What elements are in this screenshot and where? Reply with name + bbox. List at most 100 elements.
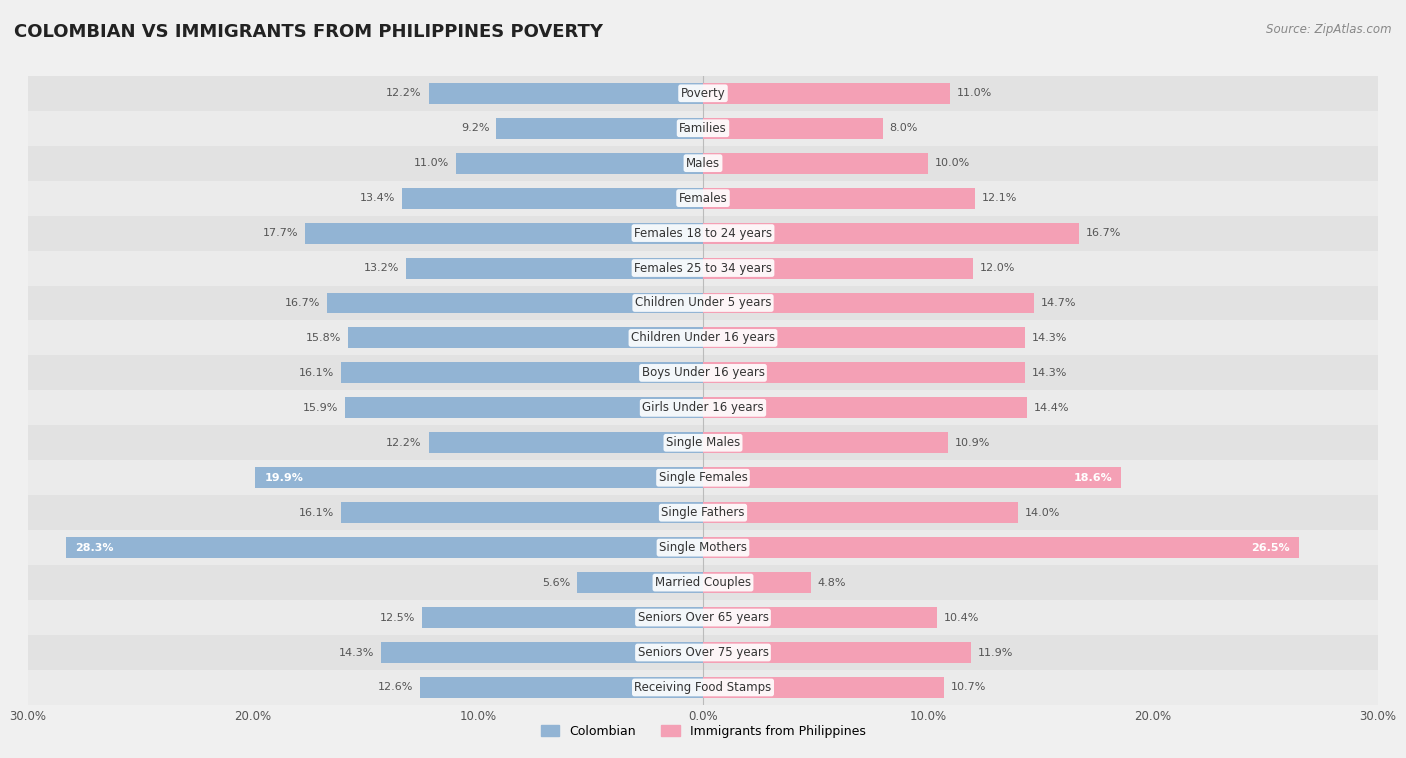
Bar [28,670,1378,705]
Text: Families: Families [679,122,727,135]
Text: 14.3%: 14.3% [339,647,374,657]
Bar [703,188,976,208]
Text: 14.7%: 14.7% [1040,298,1076,308]
Text: 14.0%: 14.0% [1025,508,1060,518]
Bar [66,537,703,558]
Text: 12.2%: 12.2% [387,438,422,448]
Bar [256,467,703,488]
Text: 28.3%: 28.3% [76,543,114,553]
Legend: Colombian, Immigrants from Philippines: Colombian, Immigrants from Philippines [536,720,870,743]
Text: 18.6%: 18.6% [1074,473,1112,483]
Text: 13.2%: 13.2% [364,263,399,273]
Bar [28,495,1378,530]
Text: Females: Females [679,192,727,205]
Text: 13.4%: 13.4% [360,193,395,203]
Text: Source: ZipAtlas.com: Source: ZipAtlas.com [1267,23,1392,36]
Bar [576,572,703,593]
Bar [381,642,703,663]
Bar [703,293,1033,314]
Bar [340,503,703,523]
Text: 12.0%: 12.0% [980,263,1015,273]
Text: 11.0%: 11.0% [957,88,993,99]
Text: Seniors Over 75 years: Seniors Over 75 years [637,646,769,659]
Text: 14.3%: 14.3% [1032,333,1067,343]
Bar [703,607,936,628]
Bar [340,362,703,384]
Text: 14.4%: 14.4% [1033,402,1069,413]
Bar [28,600,1378,635]
Bar [703,467,1122,488]
Bar [346,397,703,418]
Text: Children Under 5 years: Children Under 5 years [634,296,772,309]
Bar [496,117,703,139]
Bar [703,223,1078,243]
Bar [703,642,970,663]
Bar [703,397,1026,418]
Bar [28,146,1378,180]
Text: 15.8%: 15.8% [305,333,340,343]
Text: 12.5%: 12.5% [380,612,415,622]
Text: 19.9%: 19.9% [264,473,304,483]
Text: Females 18 to 24 years: Females 18 to 24 years [634,227,772,240]
Text: 16.1%: 16.1% [299,508,335,518]
Bar [28,251,1378,286]
Bar [703,83,950,104]
Bar [703,117,883,139]
Text: 16.1%: 16.1% [299,368,335,378]
Text: Females 25 to 34 years: Females 25 to 34 years [634,262,772,274]
Text: Single Fathers: Single Fathers [661,506,745,519]
Bar [703,572,811,593]
Text: 9.2%: 9.2% [461,124,489,133]
Bar [28,565,1378,600]
Bar [28,321,1378,356]
Text: 16.7%: 16.7% [285,298,321,308]
Bar [456,152,703,174]
Bar [328,293,703,314]
Bar [28,111,1378,146]
Bar [429,432,703,453]
Text: 15.9%: 15.9% [304,402,339,413]
Text: Married Couples: Married Couples [655,576,751,589]
Bar [28,635,1378,670]
Bar [28,76,1378,111]
Text: Males: Males [686,157,720,170]
Text: 12.6%: 12.6% [377,682,413,693]
Text: Children Under 16 years: Children Under 16 years [631,331,775,344]
Bar [28,390,1378,425]
Bar [703,362,1025,384]
Text: 26.5%: 26.5% [1251,543,1291,553]
Text: 8.0%: 8.0% [890,124,918,133]
Text: 10.7%: 10.7% [950,682,986,693]
Bar [347,327,703,349]
Text: Receiving Food Stamps: Receiving Food Stamps [634,681,772,694]
Text: COLOMBIAN VS IMMIGRANTS FROM PHILIPPINES POVERTY: COLOMBIAN VS IMMIGRANTS FROM PHILIPPINES… [14,23,603,41]
Text: Single Males: Single Males [666,437,740,449]
Text: Single Females: Single Females [658,471,748,484]
Text: 10.4%: 10.4% [943,612,979,622]
Text: 12.2%: 12.2% [387,88,422,99]
Bar [402,188,703,208]
Text: 14.3%: 14.3% [1032,368,1067,378]
Text: 16.7%: 16.7% [1085,228,1121,238]
Text: Single Mothers: Single Mothers [659,541,747,554]
Bar [703,327,1025,349]
Text: Seniors Over 65 years: Seniors Over 65 years [637,611,769,624]
Text: Poverty: Poverty [681,86,725,100]
Text: 10.0%: 10.0% [935,158,970,168]
Bar [28,286,1378,321]
Bar [429,83,703,104]
Text: 17.7%: 17.7% [263,228,298,238]
Bar [703,258,973,278]
Text: 12.1%: 12.1% [981,193,1018,203]
Bar [703,537,1299,558]
Bar [305,223,703,243]
Bar [703,432,948,453]
Text: 11.9%: 11.9% [977,647,1012,657]
Text: 5.6%: 5.6% [543,578,571,587]
Bar [419,677,703,698]
Text: 10.9%: 10.9% [955,438,990,448]
Bar [28,356,1378,390]
Text: 4.8%: 4.8% [818,578,846,587]
Bar [703,152,928,174]
Bar [406,258,703,278]
